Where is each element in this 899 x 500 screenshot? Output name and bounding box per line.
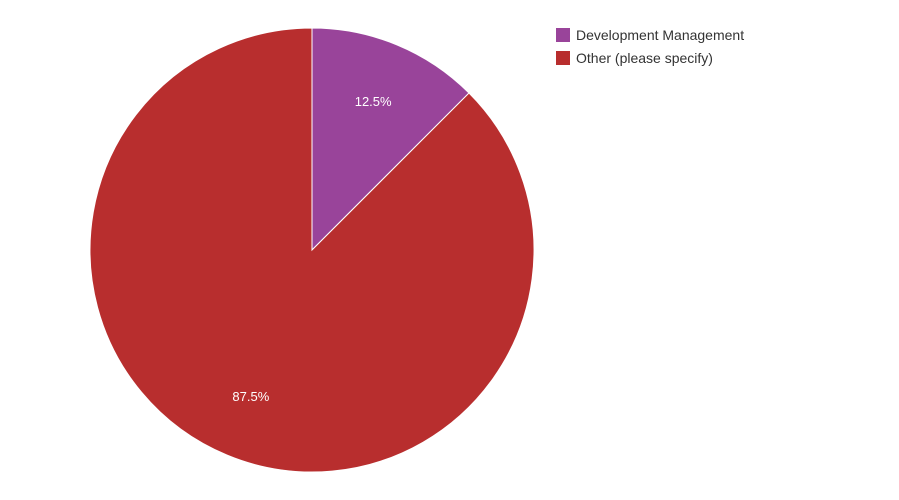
pie-slices <box>89 27 535 473</box>
legend-item-other[interactable]: Other (please specify) <box>556 46 744 69</box>
legend-label: Other (please specify) <box>576 49 713 66</box>
legend-label: Development Management <box>576 26 745 43</box>
slice-data-label-0: 12.5% <box>355 94 392 109</box>
legend-swatch-development-management <box>556 27 570 42</box>
slice-labels: 12.5% 87.5% <box>232 94 392 404</box>
legend: Development Management Other (please spe… <box>556 23 744 69</box>
pie-slice-0[interactable] <box>311 27 470 252</box>
legend-swatch-other <box>556 50 570 65</box>
slice-data-label-1: 87.5% <box>232 389 269 404</box>
legend-item-development-management[interactable]: Development Management <box>556 23 744 46</box>
pie-slice-1[interactable] <box>89 27 535 473</box>
